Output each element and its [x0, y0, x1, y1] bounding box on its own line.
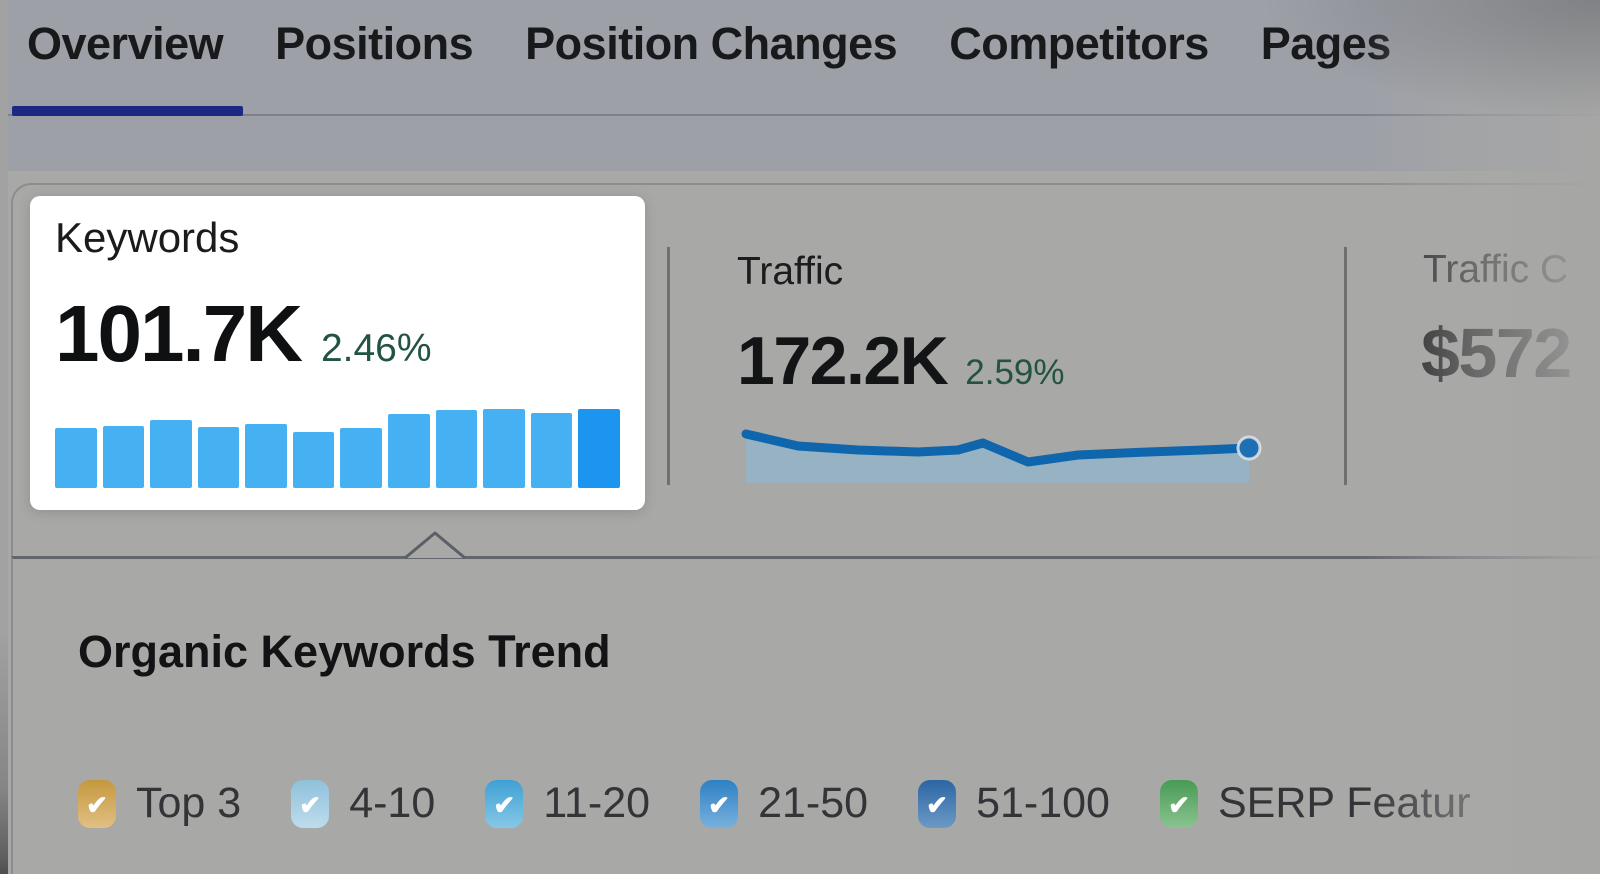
legend-51-100[interactable]: ✔ 51-100 [918, 779, 1110, 828]
keywords-bar-10 [483, 409, 525, 488]
tab-bar: Overview Positions Position Changes Competi… [0, 0, 1600, 171]
legend-label: 21-50 [758, 779, 869, 827]
check-icon: ✔ [86, 789, 108, 820]
legend-label: 51-100 [976, 779, 1110, 827]
keywords-bar-2 [102, 426, 145, 488]
panel-connector-notch [404, 531, 466, 560]
traffic-value[interactable]: 172.2K [737, 323, 949, 399]
legend-top-3[interactable]: ✔ Top 3 [78, 779, 241, 828]
traffic-sparkline[interactable] [733, 420, 1267, 488]
keywords-bar-11 [530, 413, 573, 488]
keywords-title: Keywords [55, 214, 240, 261]
divider-keywords-traffic [667, 247, 670, 485]
keywords-value-row: 101.7K 2.46% [55, 294, 432, 374]
legend-checkbox-21-50[interactable]: ✔ [700, 779, 739, 828]
keywords-bar-9 [435, 410, 478, 488]
traffic-cost-value[interactable]: $572 [1421, 314, 1572, 392]
keywords-change: 2.46% [320, 327, 432, 370]
keywords-bar-4 [197, 427, 240, 488]
legend-checkbox-11-20[interactable]: ✔ [485, 779, 524, 828]
check-icon: ✔ [1168, 789, 1190, 820]
check-icon: ✔ [299, 789, 322, 820]
legend-checkbox-51-100[interactable]: ✔ [918, 779, 957, 828]
divider-traffic-cost [1344, 247, 1347, 485]
keywords-bar-chart[interactable] [55, 408, 620, 488]
tab-position-changes[interactable]: Position Changes [525, 18, 898, 69]
legend-11-20[interactable]: ✔ 11-20 [485, 779, 650, 828]
keywords-value[interactable]: 101.7K [55, 289, 303, 378]
keywords-bar-6 [292, 432, 335, 488]
keywords-bar-1 [55, 428, 97, 488]
tab-overview[interactable]: Overview [27, 18, 224, 69]
active-tab-underline [12, 106, 243, 116]
check-icon: ✔ [708, 789, 730, 820]
legend-checkbox-top-3[interactable]: ✔ [78, 779, 116, 828]
metrics-panel [11, 183, 1600, 558]
trend-legend: ✔ Top 3 ✔ 4-10 ✔ 11-20 ✔ 21-50 ✔ 51-100 ✔ SERP Feat… [78, 779, 1471, 828]
keywords-bar-3 [150, 420, 192, 488]
sparkline-endpoint-dot [1236, 435, 1262, 461]
tab-competitors[interactable]: Competitors [949, 18, 1209, 69]
check-icon: ✔ [926, 789, 948, 820]
legend-serp-featur[interactable]: ✔ SERP Featur [1159, 779, 1471, 828]
legend-label: 11-20 [543, 779, 651, 827]
keywords-bar-12 [578, 409, 620, 488]
legend-21-50[interactable]: ✔ 21-50 [700, 779, 868, 828]
left-edge-strip [0, 0, 8, 874]
tab-positions[interactable]: Positions [275, 18, 474, 69]
keywords-metric-card[interactable]: Keywords 101.7K 2.46% [30, 196, 645, 510]
check-icon: ✔ [493, 789, 516, 820]
tab-pages[interactable]: Pages [1260, 18, 1392, 69]
legend-label: 4-10 [349, 779, 436, 827]
trend-panel [11, 556, 1600, 874]
legend-4-10[interactable]: ✔ 4-10 [291, 779, 435, 828]
trend-heading: Organic Keywords Trend [78, 626, 611, 677]
keywords-bar-8 [388, 414, 430, 488]
keywords-bar-5 [245, 424, 287, 488]
traffic-title: Traffic [737, 250, 844, 293]
legend-checkbox-serp-featur[interactable]: ✔ [1159, 779, 1198, 828]
tabs-bottom-border [0, 114, 1600, 116]
legend-label: SERP Featur [1217, 779, 1471, 827]
legend-label: Top 3 [136, 779, 242, 827]
traffic-cost-title: Traffic C [1423, 248, 1569, 291]
keywords-bar-7 [340, 428, 383, 488]
legend-checkbox-4-10[interactable]: ✔ [291, 779, 330, 828]
traffic-change: 2.59% [965, 353, 1065, 392]
tabs-row: Overview Positions Position Changes Competi… [27, 18, 1391, 70]
traffic-cost-value-row: $572 [1421, 314, 1572, 392]
traffic-value-row: 172.2K 2.59% [737, 327, 1065, 395]
